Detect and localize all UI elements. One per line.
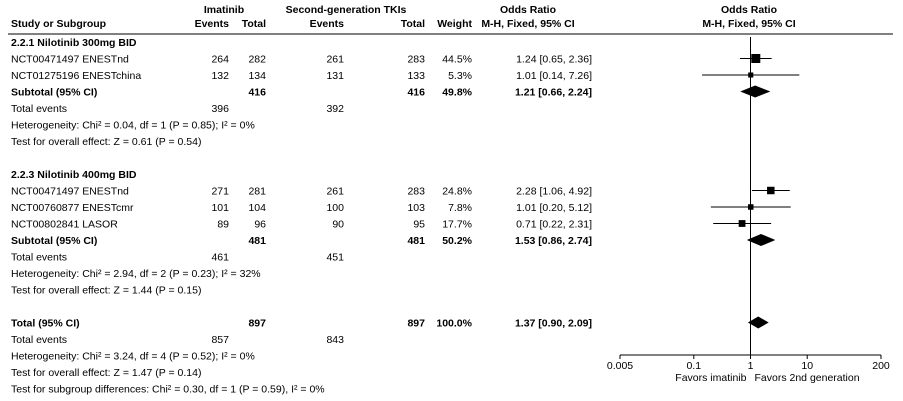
events2-cell: 100 [326,202,344,214]
row-label: NCT00802841 LASOR [11,219,118,231]
row-label: 2.2.3 Nilotinib 400mg BID [11,169,137,181]
row-label: Test for overall effect: Z = 0.61 (P = 0… [11,136,201,148]
row-label: Subtotal (95% CI) [11,235,97,247]
total2-cell: 95 [413,219,425,231]
events1-cell: 132 [211,70,229,82]
events2-cell: 261 [326,186,344,198]
x-tick-label: 1 [748,360,754,372]
total1-cell: 282 [248,54,266,66]
or-ci-cell: 2.28 [1.06, 4.92] [516,186,592,198]
total1-cell: 96 [254,219,266,231]
or-ci-cell: 1.37 [0.90, 2.09] [515,318,592,330]
events1-cell: 271 [211,186,229,198]
row-label: Total events [11,103,67,115]
table-rows: 2.2.1 Nilotinib 300mg BID NCT00471497 ENE… [11,37,592,396]
plot-method-header: M-H, Fixed, 95% CI [702,18,795,30]
row-label: 2.2.1 Nilotinib 300mg BID [11,37,137,49]
events1-cell: 461 [211,252,229,264]
row-label: Subtotal (95% CI) [11,87,97,99]
pooled-estimate-diamond [740,85,771,98]
or-ci-cell: 1.24 [0.65, 2.36] [516,54,592,66]
events2-cell: 843 [326,334,344,346]
weight-cell: 100.0% [436,318,472,330]
pooled-estimate-diamond [746,234,776,246]
row-label: NCT00760877 ENESTcmr [11,202,134,214]
row-label: Heterogeneity: Chi² = 2.94, df = 2 (P = … [11,268,261,280]
row-label: Heterogeneity: Chi² = 3.24, df = 4 (P = … [11,351,255,363]
row-label: Heterogeneity: Chi² = 0.04, df = 1 (P = … [11,120,255,132]
weight-cell: 7.8% [448,202,472,214]
total2-cell: 103 [407,202,425,214]
total1-cell: 897 [248,318,266,330]
total1-cell: 104 [248,202,266,214]
total2-cell: 283 [407,54,425,66]
events1-cell: 89 [217,219,229,231]
total2-cell: 481 [407,235,425,247]
events1-cell: 101 [211,202,229,214]
row-label: Total events [11,334,67,346]
or-ci-cell: 1.01 [0.14, 7.26] [516,70,592,82]
favors-right-label: Favors 2nd generation [755,372,860,384]
events2-cell: 451 [326,252,344,264]
x-tick-label: 10 [801,360,813,372]
row-label: Test for overall effect: Z = 1.44 (P = 0… [11,285,201,297]
or-ci-cell: 1.53 [0.86, 2.74] [515,235,592,247]
row-label: NCT00471497 ENESTnd [11,186,129,198]
weight-cell: 5.3% [448,70,472,82]
total2-cell: 133 [407,70,425,82]
favors-left-label: Favors imatinib [675,372,746,384]
x-tick-label: 0.1 [686,360,701,372]
row-label: Test for subgroup differences: Chi² = 0.… [11,384,325,396]
weight-cell: 44.5% [442,54,472,66]
or-ci-cell: 0.71 [0.22, 2.31] [516,219,592,231]
point-estimate-square [751,53,761,64]
row-label: Total events [11,252,67,264]
point-estimate-square [738,220,746,227]
events1-header: Events [195,18,230,30]
point-estimate-square [747,204,754,210]
weight-cell: 49.8% [442,87,472,99]
total1-cell: 134 [248,70,266,82]
total1-cell: 281 [248,186,266,198]
point-estimate-square [748,72,754,78]
or-ci-cell: 1.01 [0.20, 5.12] [516,202,592,214]
total1-header: Total [242,18,266,30]
weight-header: Weight [437,18,472,30]
pooled-estimate-diamond [747,316,769,329]
events2-cell: 261 [326,54,344,66]
group2-header: Second-generation TKIs [286,4,407,16]
plot-title: Odds Ratio [721,4,777,16]
x-axis: 0.005 0.1 1 10 200 Favors imatinib Favors 2nd … [607,354,890,384]
row-label: Test for overall effect: Z = 1.47 (P = 0… [11,367,201,379]
events1-cell: 264 [211,54,229,66]
or-method-header: M-H, Fixed, 95% CI [481,18,574,30]
x-tick-label: 0.005 [607,360,633,372]
events2-header: Events [310,18,345,30]
row-label: NCT01275196 ENESTchina [11,70,141,82]
total2-cell: 283 [407,186,425,198]
total2-cell: 416 [407,87,425,99]
row-label: NCT00471497 ENESTnd [11,54,129,66]
events2-cell: 392 [326,103,344,115]
total2-header: Total [401,18,425,30]
group1-header: Imatinib [204,4,244,16]
total1-cell: 481 [248,235,266,247]
or-title: Odds Ratio [500,4,556,16]
events1-cell: 857 [211,334,229,346]
weight-cell: 17.7% [442,219,472,231]
total2-cell: 897 [407,318,425,330]
total1-cell: 416 [248,87,266,99]
row-label: Total (95% CI) [11,318,80,330]
x-tick-label: 200 [872,360,890,372]
point-estimate-square [767,186,775,195]
study-header: Study or Subgroup [11,18,106,30]
weight-cell: 50.2% [442,235,472,247]
weight-cell: 24.8% [442,186,472,198]
events1-cell: 396 [211,103,229,115]
events2-cell: 131 [326,70,344,82]
or-ci-cell: 1.21 [0.66, 2.24] [515,87,592,99]
events2-cell: 90 [332,219,344,231]
plot-marks [702,37,800,355]
